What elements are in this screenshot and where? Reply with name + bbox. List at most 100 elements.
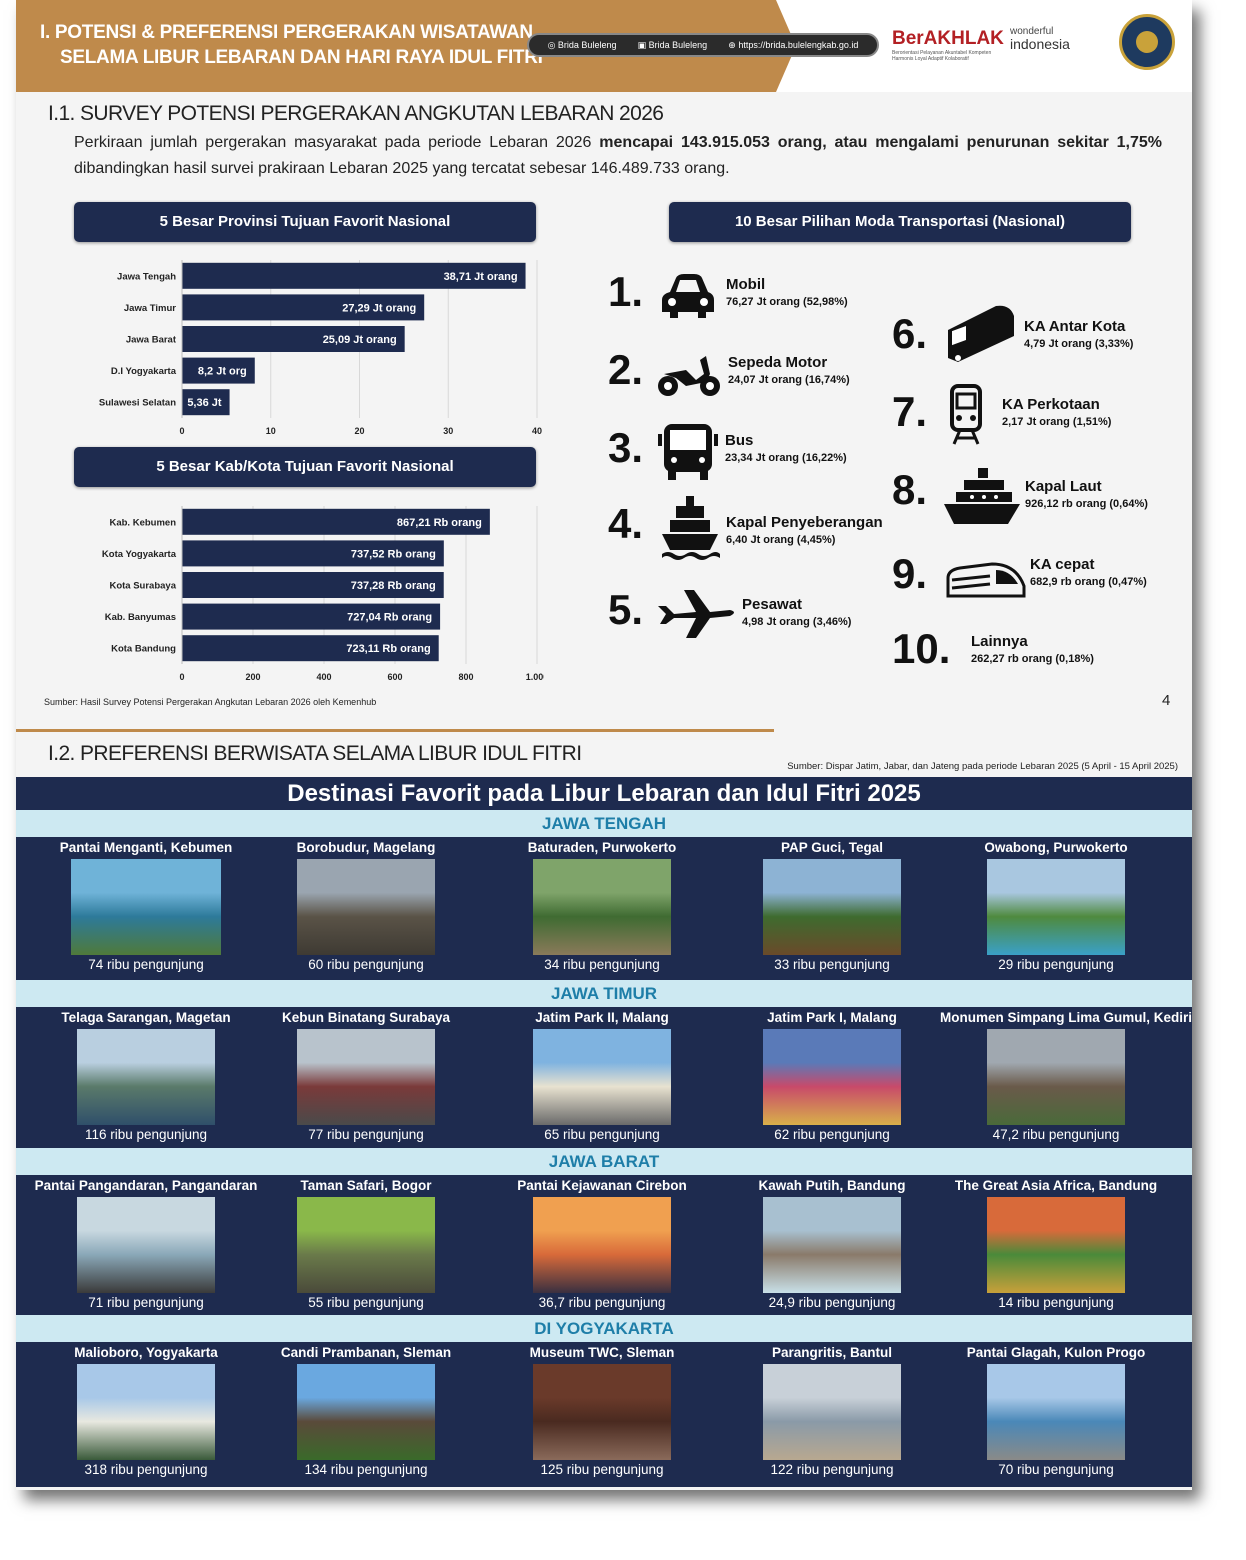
moda-title: 10 Besar Pilihan Moda Transportasi (Nasi… <box>669 202 1131 242</box>
moda-name: KA cepat <box>1030 556 1095 573</box>
x-tick-label: 0 <box>179 672 184 682</box>
website-link[interactable]: ⊕ https://brida.bulelengkab.go.id <box>728 39 859 50</box>
destination-name: Candi Prambanan, Sleman <box>280 1345 452 1360</box>
destination-photo <box>297 1364 435 1460</box>
destination-photo <box>533 1197 671 1293</box>
section1-source: Sumber: Hasil Survey Potensi Pergerakan … <box>44 697 377 707</box>
moda-rank: 7. <box>892 388 928 435</box>
destination-card[interactable]: Museum TWC, Sleman 125 ribu pengunjung <box>486 1345 718 1477</box>
destination-photo <box>987 859 1125 955</box>
moda-value: 23,34 Jt orang (16,22%) <box>725 452 847 464</box>
destination-card[interactable]: Parangritis, Bantul 122 ribu pengunjung <box>716 1345 948 1477</box>
destination-visitors: 65 ribu pengunjung <box>544 1127 660 1142</box>
destination-name: Taman Safari, Bogor <box>300 1178 432 1193</box>
destination-name: Borobudur, Magelang <box>296 840 436 855</box>
header-title-line2: SELAMA LIBUR LEBARAN DAN HARI RAYA IDUL … <box>60 47 543 68</box>
intro-paragraph: Perkiraan jumlah pergerakan masyarakat p… <box>74 134 1163 177</box>
destination-photo <box>763 859 901 955</box>
destination-card[interactable]: Malioboro, Yogyakarta 318 ribu pengunjung <box>30 1345 262 1477</box>
destination-card[interactable]: Pantai Pangandaran, Pangandaran 71 ribu p… <box>30 1178 262 1310</box>
category-label: Kota Bandung <box>111 644 176 655</box>
destination-photo <box>77 1029 215 1125</box>
category-label: Kota Yogyakarta <box>102 549 177 560</box>
destination-card[interactable]: Kawah Putih, Bandung 24,9 ribu pengunjung <box>716 1178 948 1310</box>
instagram-link[interactable]: ◎ Brida Buleleng <box>547 39 617 50</box>
moda-name: Lainnya <box>971 633 1028 650</box>
bar <box>182 389 230 416</box>
region-header: JAWA TENGAH <box>16 810 1192 837</box>
moda-rank: 5. <box>608 586 644 633</box>
destination-visitors: 318 ribu pengunjung <box>84 1462 208 1477</box>
bar-value-label: 27,29 Jt orang <box>342 302 416 314</box>
category-label: Jawa Tengah <box>117 271 176 282</box>
destination-card[interactable]: Jatim Park I, Malang 62 ribu pengunjung <box>716 1010 948 1142</box>
category-label: Jawa Timur <box>124 303 176 314</box>
category-label: Kab. Kebumen <box>109 517 176 528</box>
category-label: Kota Surabaya <box>109 581 176 592</box>
destination-card[interactable]: The Great Asia Africa, Bandung 14 ribu pe… <box>940 1178 1172 1310</box>
moda-name: Kapal Penyeberangan <box>726 514 883 531</box>
moda-name: Bus <box>725 432 754 449</box>
destination-photo <box>297 1197 435 1293</box>
moda-rank: 9. <box>892 550 928 597</box>
category-label: Jawa Barat <box>126 335 177 346</box>
destination-visitors: 134 ribu pengunjung <box>304 1462 428 1477</box>
destination-photo <box>77 1364 215 1460</box>
berakhlak-logo: BerAKHLAK Berorientasi Pelayanan Akuntab… <box>892 28 1004 62</box>
destination-name: Kebun Binatang Surabaya <box>281 1010 451 1025</box>
train-icon <box>944 302 1016 373</box>
category-label: Sulawesi Selatan <box>99 398 176 409</box>
moda-value: 4,98 Jt orang (3,46%) <box>742 616 852 628</box>
destination-card[interactable]: PAP Guci, Tegal 33 ribu pengunjung <box>716 840 948 972</box>
moda-name: Pesawat <box>742 596 803 613</box>
destination-visitors: 24,9 ribu pengunjung <box>768 1295 896 1310</box>
ferry-icon <box>660 496 720 567</box>
destination-card[interactable]: Kebun Binatang Surabaya 77 ribu pengunjun… <box>250 1010 482 1142</box>
destination-name: Baturaden, Purwokerto <box>527 840 677 855</box>
moda-rank: 4. <box>608 500 644 547</box>
bar-value-label: 38,71 Jt orang <box>444 271 518 283</box>
bar-value-label: 723,11 Rb orang <box>346 643 430 655</box>
destination-card[interactable]: Pantai Kejawanan Cirebon 36,7 ribu pengun… <box>486 1178 718 1310</box>
destination-card[interactable]: Owabong, Purwokerto 29 ribu pengunjung <box>940 840 1172 972</box>
destination-name: Jatim Park II, Malang <box>535 1010 669 1025</box>
destination-visitors: 125 ribu pengunjung <box>540 1462 664 1477</box>
destination-card[interactable]: Jatim Park II, Malang 65 ribu pengunjung <box>486 1010 718 1142</box>
destination-card[interactable]: Borobudur, Magelang 60 ribu pengunjung <box>250 840 482 972</box>
destination-card[interactable]: Candi Prambanan, Sleman 134 ribu pengunju… <box>250 1345 482 1477</box>
destinations-panel: Destinasi Favorit pada Libur Lebaran dan… <box>16 777 1192 1487</box>
x-tick-label: 800 <box>458 672 473 682</box>
prov-bar-chart: 0 10 20 30 40 Jawa Tengah 38,71 Jt orang Jawa T… <box>99 260 542 436</box>
car-icon <box>660 270 716 325</box>
bar <box>182 572 444 598</box>
moda-value: 682,9 rb orang (0,47%) <box>1030 576 1147 588</box>
bar-value-label: 8,2 Jt org <box>198 366 247 378</box>
moda-value: 76,27 Jt orang (52,98%) <box>726 296 848 308</box>
destination-name: Telaga Sarangan, Magetan <box>61 1010 231 1025</box>
header-title: I. POTENSI & PREFERENSI PERGERAKAN WISAT… <box>40 20 543 70</box>
destination-card[interactable]: Pantai Menganti, Kebumen 74 ribu pengunju… <box>30 840 262 972</box>
section-divider <box>16 729 774 732</box>
page-number: 4 <box>1162 692 1171 709</box>
destination-card[interactable]: Monumen Simpang Lima Gumul, Kediri 47,2 r… <box>940 1010 1192 1142</box>
destination-card[interactable]: Pantai Glagah, Kulon Progo 70 ribu pengun… <box>940 1345 1172 1477</box>
destination-card[interactable]: Baturaden, Purwokerto 34 ribu pengunjung <box>486 840 718 972</box>
destination-visitors: 36,7 ribu pengunjung <box>538 1295 666 1310</box>
destination-name: Kawah Putih, Bandung <box>758 1178 906 1193</box>
moda-rank: 2. <box>608 346 644 393</box>
destination-visitors: 74 ribu pengunjung <box>88 957 204 972</box>
bar <box>182 262 526 289</box>
moda-value: 262,27 rb orang (0,18%) <box>971 653 1094 665</box>
destination-photo <box>297 1029 435 1125</box>
x-tick-label: 0 <box>179 426 184 436</box>
destination-card[interactable]: Telaga Sarangan, Magetan 116 ribu pengunj… <box>30 1010 262 1142</box>
destination-photo <box>297 859 435 955</box>
destination-photo <box>763 1197 901 1293</box>
facebook-link[interactable]: ▣ Brida Buleleng <box>637 39 708 50</box>
moda-value: 24,07 Jt orang (16,74%) <box>728 374 850 386</box>
destination-visitors: 47,2 ribu pengunjung <box>992 1127 1120 1142</box>
destination-card[interactable]: Taman Safari, Bogor 55 ribu pengunjung <box>250 1178 482 1310</box>
header-title-line1: I. POTENSI & PREFERENSI PERGERAKAN WISAT… <box>40 22 533 43</box>
x-tick-label: 1.000 <box>526 672 544 682</box>
region-header: JAWA TIMUR <box>16 980 1192 1007</box>
